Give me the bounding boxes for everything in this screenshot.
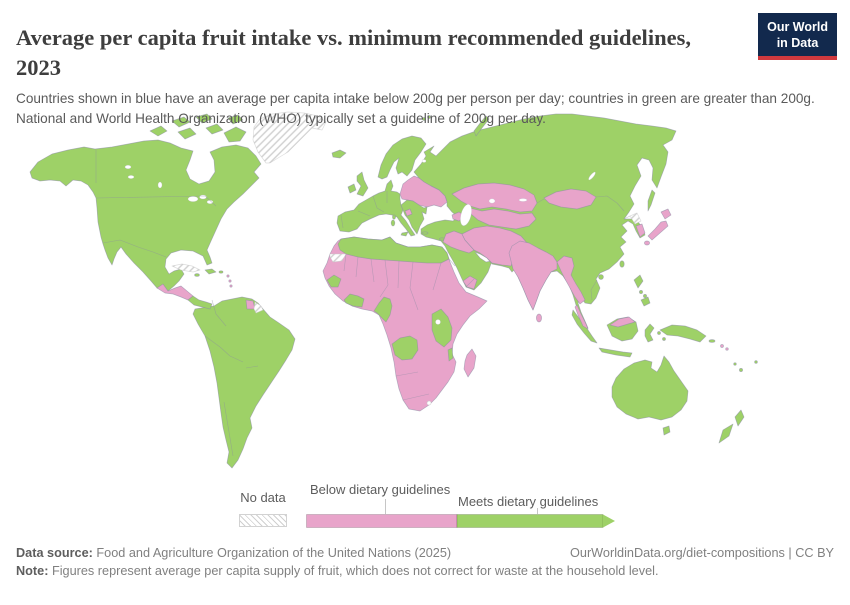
region-united-kingdom[interactable] — [356, 171, 369, 197]
region-japan-kyushu[interactable] — [644, 240, 650, 246]
region-moluccas[interactable] — [657, 331, 661, 335]
region-australia[interactable] — [611, 355, 689, 421]
region-central-america[interactable] — [156, 283, 194, 301]
region-madagascar[interactable] — [463, 348, 477, 378]
chart-footer: Data source: Food and Agriculture Organi… — [16, 544, 834, 581]
owid-logo-line2: in Data — [776, 36, 819, 51]
region-philippines[interactable] — [633, 274, 651, 307]
region-malawi[interactable] — [447, 347, 454, 362]
region-jamaica[interactable] — [194, 273, 200, 277]
legend-meets-swatch[interactable] — [456, 514, 604, 528]
region-lesotho[interactable] — [426, 400, 432, 406]
region-crete[interactable] — [421, 231, 429, 235]
region-hispaniola[interactable] — [204, 268, 217, 275]
region-tasmania[interactable] — [662, 425, 671, 436]
region-sulawesi[interactable] — [644, 323, 655, 343]
region-puerto-rico[interactable] — [218, 270, 224, 274]
data-source-label: Data source: — [16, 546, 93, 560]
owid-logo-line1: Our World — [767, 20, 828, 34]
region-new-britain[interactable] — [708, 339, 716, 343]
region-costa-rica-panama[interactable] — [187, 295, 213, 310]
region-lesser-antilles3[interactable] — [229, 284, 233, 288]
legend-tick-below — [385, 499, 386, 514]
region-central-asia[interactable] — [469, 207, 537, 230]
region-western-sahara[interactable] — [329, 253, 347, 263]
region-svalbard[interactable] — [422, 117, 426, 121]
region-philippines-visayas[interactable] — [639, 290, 643, 294]
region-ireland[interactable] — [347, 183, 357, 194]
data-source-line: Data source: Food and Agriculture Organi… — [16, 544, 451, 562]
region-sakhalin[interactable] — [647, 189, 656, 212]
region-novaya-zemlya[interactable] — [473, 115, 490, 137]
legend-no-data-label: No data — [240, 490, 286, 505]
owid-logo[interactable]: Our World in Data — [758, 13, 837, 60]
region-corsica[interactable] — [392, 214, 396, 220]
region-greenland[interactable] — [252, 111, 327, 164]
chart-subtitle: Countries shown in blue have an average … — [16, 90, 815, 126]
region-west-balkans[interactable] — [404, 208, 413, 217]
legend-tick-meets — [537, 508, 538, 514]
region-sicily[interactable] — [400, 231, 409, 237]
region-solomon-islands2[interactable] — [725, 347, 729, 351]
region-malaysia-borneo[interactable] — [609, 316, 636, 328]
region-mongolia[interactable] — [543, 188, 597, 210]
region-svalbard2[interactable] — [427, 115, 431, 119]
region-scandinavia[interactable] — [377, 135, 427, 180]
region-myanmar-thailand-cambodia[interactable] — [556, 255, 586, 305]
region-japan-honshu[interactable] — [647, 220, 669, 241]
region-south-america[interactable] — [192, 296, 296, 469]
region-french-guiana[interactable] — [253, 301, 264, 314]
region-fiji[interactable] — [754, 360, 758, 364]
region-guinea[interactable] — [326, 274, 342, 288]
region-java[interactable] — [598, 347, 633, 358]
region-romania-balkans[interactable] — [400, 199, 428, 235]
page-title: Average per capita fruit intake vs. mini… — [16, 25, 691, 80]
region-japan-hokkaido[interactable] — [660, 208, 672, 220]
region-north-america[interactable] — [29, 139, 262, 292]
region-iceland[interactable] — [331, 149, 347, 159]
data-source-text: Food and Agriculture Organization of the… — [96, 546, 452, 560]
legend-below-swatch[interactable] — [306, 514, 458, 528]
legend-color-bar[interactable] — [306, 514, 618, 528]
region-india[interactable] — [508, 240, 558, 311]
region-solomon-islands[interactable] — [720, 344, 724, 348]
region-arctic-islands[interactable] — [149, 113, 247, 143]
country-borders — [95, 150, 631, 457]
region-uganda-tanzania[interactable] — [431, 308, 453, 348]
region-lesser-antilles[interactable] — [226, 274, 230, 278]
legend-arrow — [603, 514, 615, 528]
region-vanuatu[interactable] — [733, 362, 737, 366]
region-taiwan[interactable] — [619, 260, 625, 268]
region-cuba[interactable] — [171, 263, 201, 273]
region-philippines-visayas2[interactable] — [643, 294, 647, 298]
region-new-caledonia[interactable] — [739, 368, 743, 372]
legend-meets-label: Meets dietary guidelines — [458, 494, 599, 509]
region-north-korea[interactable] — [629, 212, 642, 225]
region-sri-lanka[interactable] — [536, 313, 542, 323]
legend-no-data-swatch[interactable] — [239, 514, 287, 527]
region-kazakhstan[interactable] — [451, 182, 538, 213]
region-ghana-cote-divoire[interactable] — [343, 293, 365, 308]
region-new-guinea[interactable] — [659, 324, 707, 343]
region-malay-peninsula[interactable] — [574, 304, 589, 330]
region-moluccas2[interactable] — [662, 337, 666, 341]
region-sardinia[interactable] — [390, 219, 396, 227]
legend-below-label: Below dietary guidelines — [310, 482, 451, 497]
region-south-korea[interactable] — [635, 223, 646, 238]
note-label: Note: — [16, 564, 49, 579]
region-new-zealand[interactable] — [718, 409, 745, 444]
region-hainan[interactable] — [598, 274, 604, 280]
region-angola[interactable] — [391, 335, 419, 361]
region-lesser-antilles2[interactable] — [228, 279, 232, 283]
region-cameroon-gabon[interactable] — [373, 296, 393, 323]
owid-link[interactable]: OurWorldinData.org/diet-compositions | C… — [570, 546, 834, 560]
note-text: Figures represent average per capita sup… — [51, 564, 659, 579]
